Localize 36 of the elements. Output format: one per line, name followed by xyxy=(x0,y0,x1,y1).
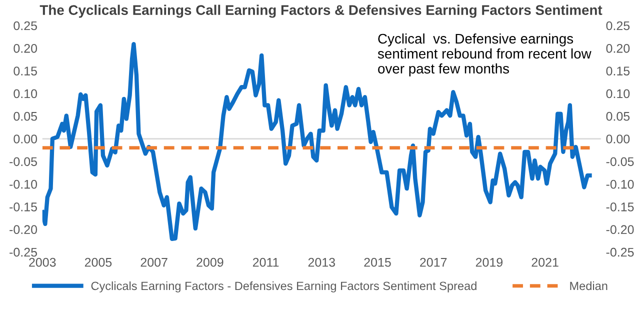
y-tick-label: -0.10 xyxy=(10,180,38,189)
x-tick-label: 2009 xyxy=(196,258,224,267)
y-tick-label: -0.05 xyxy=(10,157,37,166)
x-tick-label: 2015 xyxy=(364,258,391,267)
y2-tick-label: 0.25 xyxy=(606,21,630,30)
y-tick-label: -0.25 xyxy=(10,248,37,257)
y-tick-label: 0.10 xyxy=(14,89,38,98)
x-tick-label: 2005 xyxy=(84,258,112,267)
legend-label: Cyclicals Earning Factors - Defensives Earning Factors Sentiment Spread xyxy=(91,281,476,292)
legend-label: Median xyxy=(570,281,608,290)
x-tick-label: 2017 xyxy=(420,258,447,267)
y2-tick-label: 0.10 xyxy=(606,89,630,98)
y2-tick-label: 0.05 xyxy=(606,112,630,121)
y-tick-label: -0.15 xyxy=(10,202,37,212)
y-tick-label: 0.00 xyxy=(14,134,38,144)
y-tick-label: 0.05 xyxy=(14,112,37,121)
y-tick-label: 0.15 xyxy=(14,66,37,76)
y-tick-label: 0.20 xyxy=(14,44,38,53)
annotation: Cyclical vs. Defensive earnings sentiment rebound from recent low over past few months xyxy=(378,33,592,76)
x-tick-label: 2021 xyxy=(532,258,558,267)
x-tick-label: 2013 xyxy=(308,258,335,267)
y2-tick-label: -0.20 xyxy=(606,225,634,234)
y2-tick-label: 0.15 xyxy=(606,66,630,76)
x-tick-label: 2019 xyxy=(476,258,503,267)
y2-tick-label: 0.00 xyxy=(606,134,630,144)
x-tick-label: 2011 xyxy=(252,258,279,267)
y2-tick-label: -0.05 xyxy=(606,157,634,166)
y-tick-label: -0.20 xyxy=(10,225,38,234)
y2-tick-label: -0.10 xyxy=(606,180,634,189)
y2-tick-label: -0.15 xyxy=(606,202,634,212)
chart-title: The Cyclicals Earnings Call Earning Factors & Defensives Earning Factors Sentiment xyxy=(40,4,602,18)
y-tick-label: 0.25 xyxy=(14,21,37,30)
y2-tick-label: -0.25 xyxy=(606,248,634,257)
x-tick-label: 2003 xyxy=(29,258,56,267)
y2-tick-label: 0.20 xyxy=(606,44,630,53)
x-tick-label: 2007 xyxy=(140,258,168,267)
